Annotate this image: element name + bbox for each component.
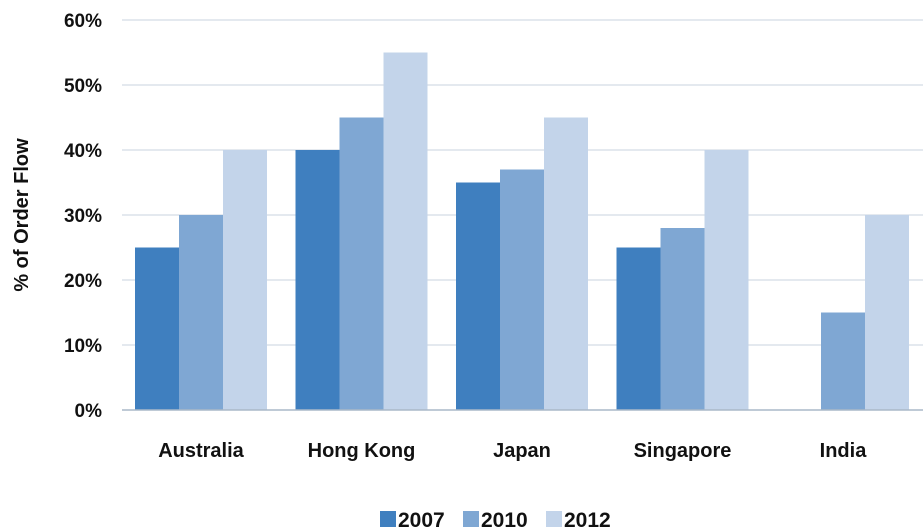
y-tick-label: 60%: [64, 11, 102, 32]
x-category-label: Singapore: [634, 440, 732, 462]
bar-2007-hong-kong: [295, 150, 340, 410]
y-tick-label: 0%: [75, 401, 103, 422]
bar-2010-japan: [500, 169, 544, 410]
legend-swatch-2007: [380, 511, 396, 527]
x-category-label: Hong Kong: [308, 440, 416, 462]
bar-2010-singapore: [660, 228, 705, 410]
bar-2012-japan: [544, 117, 588, 410]
x-category-label: India: [820, 440, 868, 462]
bar-2010-australia: [179, 215, 223, 410]
legend-swatch-2010: [463, 511, 479, 527]
bar-2007-singapore: [616, 247, 661, 410]
bar-2007-japan: [456, 182, 500, 410]
legend-label-2012: 2012: [564, 509, 611, 531]
y-tick-label: 30%: [64, 206, 102, 227]
y-tick-label: 10%: [64, 336, 102, 357]
legend: 2007 2010 2012: [380, 509, 611, 531]
x-category-label: Japan: [493, 440, 551, 462]
bar-2010-hong-kong: [339, 117, 384, 410]
bars: [135, 52, 909, 410]
y-tick-label: 40%: [64, 141, 102, 162]
bar-2010-india: [821, 312, 865, 410]
y-tick-label: 20%: [64, 271, 102, 292]
y-axis-ticks: 0% 10% 20% 30% 40% 50% 60%: [64, 11, 102, 422]
legend-label-2010: 2010: [481, 509, 528, 531]
bar-2007-australia: [135, 247, 179, 410]
bar-2012-india: [865, 215, 909, 410]
category-labels: Australia Hong Kong Japan Singapore India: [158, 440, 867, 462]
bar-2012-hong-kong: [383, 52, 428, 410]
bar-2012-singapore: [704, 150, 749, 410]
x-category-label: Australia: [158, 440, 244, 462]
legend-swatch-2012: [546, 511, 562, 527]
legend-label-2007: 2007: [398, 509, 445, 531]
bar-2012-australia: [223, 150, 267, 410]
y-tick-label: 50%: [64, 76, 102, 97]
y-axis-title: % of Order Flow: [11, 138, 33, 292]
